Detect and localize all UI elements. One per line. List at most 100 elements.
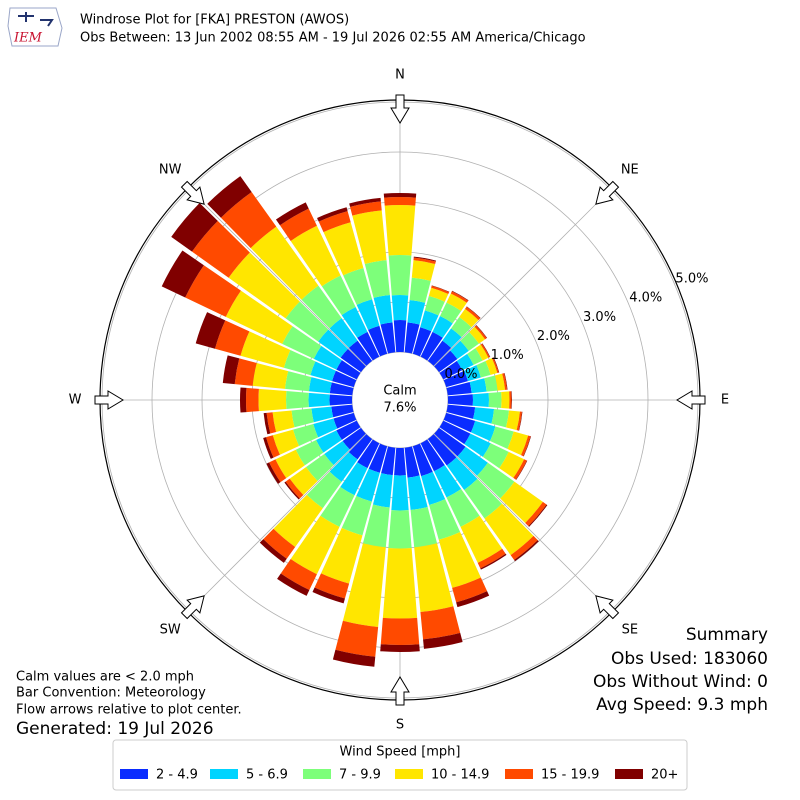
bar-segment: [525, 501, 547, 527]
summary-title: Summary: [686, 625, 768, 645]
note: Flow arrows relative to plot center.: [16, 703, 242, 718]
bar-segment: [318, 211, 351, 233]
bar-segment: [460, 515, 503, 563]
bar-segment: [373, 294, 393, 325]
bar-segment: [335, 620, 379, 657]
legend-label: 2 - 4.9: [156, 768, 198, 783]
bar-segment: [420, 310, 439, 332]
legend-swatch: [120, 769, 148, 779]
bar-segment: [341, 307, 368, 338]
bar-segment: [171, 203, 218, 252]
bar-segment: [380, 617, 420, 645]
bar-segment: [324, 440, 350, 466]
bar-segment: [195, 312, 226, 349]
r-tick-label: 3.0%: [583, 310, 616, 325]
bar-segment: [272, 410, 295, 433]
bar-segment: [440, 302, 462, 324]
bar-segment: [506, 410, 520, 431]
bar-segment: [333, 412, 357, 429]
bar-segment: [427, 340, 452, 366]
bar-segment: [528, 504, 548, 527]
bar-segment: [349, 197, 381, 207]
bar-segment: [332, 370, 357, 388]
bar-segment: [279, 208, 317, 241]
bar-segment: [258, 388, 287, 412]
bar-segment: [499, 451, 525, 478]
direction-arrow: [180, 595, 205, 620]
bar-segment: [283, 350, 316, 376]
direction-arrow: [94, 390, 124, 410]
bar-segment: [207, 176, 252, 218]
bar-segment: [368, 443, 388, 473]
bar-segment: [513, 459, 527, 480]
bar-segment: [383, 193, 417, 198]
bar-segment: [456, 591, 490, 608]
r-tick-label: 1.0%: [491, 348, 524, 363]
legend: Wind Speed [mph] 2 - 4.9 5 - 6.9 7 - 9.9 10 …: [112, 739, 688, 791]
bar-segment: [473, 407, 495, 424]
bar-segment: [308, 377, 332, 394]
bar-segment: [317, 207, 348, 222]
bar-segment: [341, 496, 372, 536]
legend-swatch: [303, 769, 331, 779]
calm-circle: [353, 353, 447, 447]
bar-segment: [439, 420, 471, 445]
bar-segment: [336, 360, 361, 380]
bar-segment: [494, 373, 506, 391]
bar-segment: [320, 486, 355, 527]
bar-segment: [501, 391, 510, 409]
bar-segment: [266, 462, 281, 484]
bar-segment: [350, 201, 382, 216]
bar-segment: [293, 424, 319, 447]
bar-segment: [414, 543, 454, 613]
bar-segment: [275, 449, 305, 479]
bar-segment: [357, 331, 380, 361]
bar-segment: [284, 481, 300, 500]
r-tick-label: 2.0%: [537, 329, 570, 344]
bar-segment: [368, 325, 388, 357]
summary-line: Obs Without Wind: 0: [593, 672, 768, 692]
bar-segment: [451, 316, 472, 338]
bar-segment: [272, 429, 299, 455]
bar-segment: [314, 573, 350, 599]
bar-segment: [277, 573, 310, 596]
bar-segment: [431, 285, 450, 293]
direction-arrow: [595, 180, 620, 205]
bar-segment: [357, 439, 380, 469]
bars: [161, 176, 548, 667]
bar-segment: [329, 382, 354, 396]
bar-segment: [451, 290, 469, 301]
summary-line: Avg Speed: 9.3 mph: [596, 695, 768, 715]
bar-segment: [372, 473, 393, 508]
bar-segment: [474, 325, 487, 340]
bar-segment: [342, 427, 366, 450]
bar-segment: [356, 299, 380, 330]
bar-segment: [388, 510, 412, 549]
bar-segment: [475, 344, 489, 361]
bar-segment: [411, 260, 436, 281]
bar-segment: [485, 358, 498, 375]
direction-label: E: [721, 393, 729, 408]
bar-segment: [410, 506, 438, 548]
bar-segment: [434, 350, 458, 373]
bar-segment: [305, 454, 334, 481]
bar-segment: [510, 535, 538, 560]
bar-segment: [464, 478, 502, 519]
bar-segment: [306, 471, 342, 509]
direction-label: W: [69, 393, 82, 408]
bar-segment: [452, 577, 488, 603]
bar-segment: [484, 375, 498, 392]
subtitle: Obs Between: 13 Jun 2002 08:55 AM - 19 J…: [80, 31, 586, 46]
direction-label: NE: [621, 163, 639, 178]
bar-segment: [343, 267, 373, 305]
bar-segment: [404, 322, 420, 354]
bar-segment: [457, 446, 488, 476]
radial-grid-line: [187, 433, 367, 613]
bar-segment: [336, 420, 361, 440]
bar-segment: [515, 460, 528, 480]
calm-value: 7.6%: [383, 401, 416, 416]
bar-segment: [443, 370, 468, 388]
logo: IEM: [7, 7, 63, 47]
bar-segment: [420, 439, 445, 472]
